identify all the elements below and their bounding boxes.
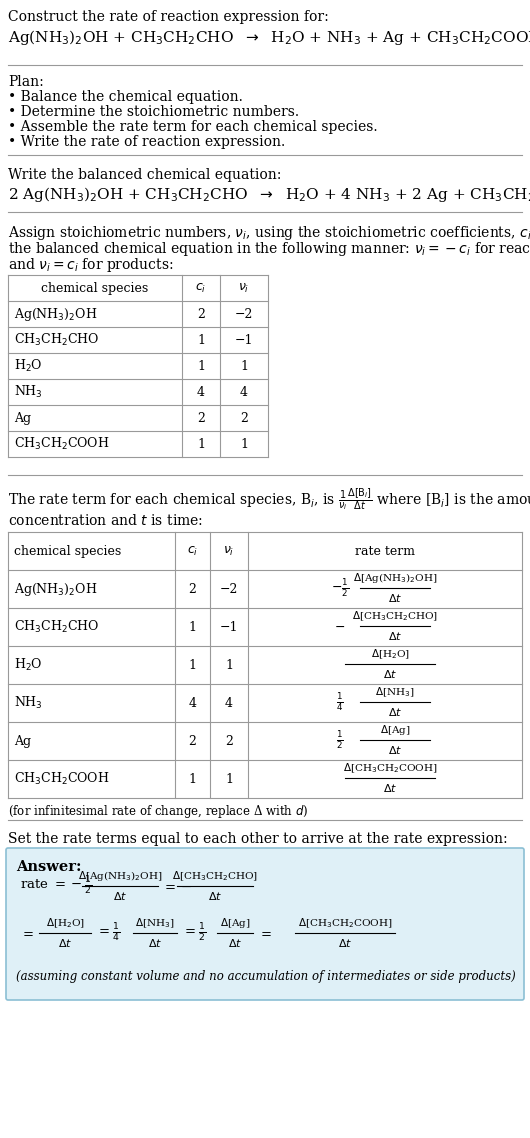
Text: $= -$: $= -$ [162, 880, 192, 892]
Text: $\Delta t$: $\Delta t$ [388, 592, 402, 604]
Text: Ag: Ag [14, 734, 31, 748]
Text: $\Delta t$: $\Delta t$ [388, 706, 402, 718]
Text: (for infinitesimal rate of change, replace Δ with $d$): (for infinitesimal rate of change, repla… [8, 803, 308, 820]
Text: • Write the rate of reaction expression.: • Write the rate of reaction expression. [8, 135, 285, 149]
Text: $\Delta$[NH$_3$]: $\Delta$[NH$_3$] [375, 685, 415, 699]
Text: concentration and $t$ is time:: concentration and $t$ is time: [8, 513, 203, 528]
Text: $\Delta$[Ag(NH$_3$)$_2$OH]: $\Delta$[Ag(NH$_3$)$_2$OH] [78, 869, 162, 883]
Text: and $\nu_i = c_i$ for products:: and $\nu_i = c_i$ for products: [8, 256, 173, 274]
Text: 1: 1 [240, 437, 248, 451]
Text: CH$_3$CH$_2$COOH: CH$_3$CH$_2$COOH [14, 770, 109, 787]
Text: 4: 4 [197, 386, 205, 398]
Text: NH$_3$: NH$_3$ [14, 384, 43, 401]
Text: 2: 2 [225, 734, 233, 748]
Text: Assign stoichiometric numbers, $\nu_i$, using the stoichiometric coefficients, $: Assign stoichiometric numbers, $\nu_i$, … [8, 224, 530, 242]
Text: rate term: rate term [355, 544, 415, 558]
Text: 1: 1 [189, 659, 197, 671]
Text: $-\frac{1}{2}$: $-\frac{1}{2}$ [331, 577, 349, 599]
Text: $\Delta t$: $\Delta t$ [383, 782, 397, 794]
Text: $c_i$: $c_i$ [196, 281, 207, 295]
Text: 2: 2 [189, 583, 197, 595]
Text: $= \frac{1}{4}$: $= \frac{1}{4}$ [96, 922, 120, 945]
Text: rate $= -\frac{1}{2}$: rate $= -\frac{1}{2}$ [20, 875, 92, 897]
FancyBboxPatch shape [6, 848, 524, 1000]
Text: $\Delta$[CH$_3$CH$_2$CHO]: $\Delta$[CH$_3$CH$_2$CHO] [172, 869, 258, 883]
Text: $c_i$: $c_i$ [187, 544, 198, 558]
Text: Construct the rate of reaction expression for:: Construct the rate of reaction expressio… [8, 10, 329, 24]
Text: 2: 2 [240, 412, 248, 424]
Text: 1: 1 [225, 773, 233, 785]
Text: $-$: $-$ [334, 619, 346, 633]
Text: $\Delta$[NH$_3$]: $\Delta$[NH$_3$] [135, 916, 175, 930]
Text: 2 Ag(NH$_3$)$_2$OH + CH$_3$CH$_2$CHO  $\rightarrow$  H$_2$O + 4 NH$_3$ + 2 Ag + : 2 Ag(NH$_3$)$_2$OH + CH$_3$CH$_2$CHO $\r… [8, 185, 530, 204]
Text: 4: 4 [225, 696, 233, 709]
Text: Answer:: Answer: [16, 860, 82, 874]
Text: 4: 4 [189, 696, 197, 709]
Text: $\frac{1}{2}$: $\frac{1}{2}$ [336, 729, 344, 751]
Text: NH$_3$: NH$_3$ [14, 695, 43, 711]
Text: Plan:: Plan: [8, 75, 44, 89]
Text: 1: 1 [240, 360, 248, 372]
Text: 1: 1 [197, 360, 205, 372]
Text: Ag(NH$_3$)$_2$OH: Ag(NH$_3$)$_2$OH [14, 305, 98, 322]
Text: −1: −1 [220, 620, 238, 634]
Text: $=$: $=$ [258, 926, 272, 940]
Text: • Determine the stoichiometric numbers.: • Determine the stoichiometric numbers. [8, 105, 299, 119]
Text: Ag: Ag [14, 412, 31, 424]
Text: $\Delta$[H$_2$O]: $\Delta$[H$_2$O] [370, 648, 410, 661]
Text: $\Delta t$: $\Delta t$ [113, 890, 127, 902]
Text: • Assemble the rate term for each chemical species.: • Assemble the rate term for each chemic… [8, 119, 377, 134]
Text: 1: 1 [189, 620, 197, 634]
Text: $\Delta t$: $\Delta t$ [388, 630, 402, 642]
Text: CH$_3$CH$_2$CHO: CH$_3$CH$_2$CHO [14, 619, 99, 635]
Text: chemical species: chemical species [41, 281, 148, 295]
Text: $\Delta$[H$_2$O]: $\Delta$[H$_2$O] [46, 916, 84, 930]
Text: 4: 4 [240, 386, 248, 398]
Text: $\Delta t$: $\Delta t$ [228, 937, 242, 949]
Text: Set the rate terms equal to each other to arrive at the rate expression:: Set the rate terms equal to each other t… [8, 832, 508, 846]
Text: $\Delta$[Ag]: $\Delta$[Ag] [379, 723, 410, 737]
Text: $\nu_i$: $\nu_i$ [238, 281, 250, 295]
Text: CH$_3$CH$_2$CHO: CH$_3$CH$_2$CHO [14, 332, 99, 348]
Text: $\Delta t$: $\Delta t$ [58, 937, 72, 949]
Text: $= \frac{1}{2}$: $= \frac{1}{2}$ [182, 922, 206, 945]
Text: The rate term for each chemical species, B$_i$, is $\frac{1}{\nu_i}\frac{\Delta[: The rate term for each chemical species,… [8, 487, 530, 513]
Text: 1: 1 [197, 437, 205, 451]
Text: $\Delta t$: $\Delta t$ [338, 937, 352, 949]
Text: Ag(NH$_3$)$_2$OH: Ag(NH$_3$)$_2$OH [14, 580, 98, 597]
Text: $\Delta t$: $\Delta t$ [148, 937, 162, 949]
Text: −2: −2 [220, 583, 238, 595]
Text: $\Delta$[Ag(NH$_3$)$_2$OH]: $\Delta$[Ag(NH$_3$)$_2$OH] [353, 571, 437, 585]
Text: • Balance the chemical equation.: • Balance the chemical equation. [8, 90, 243, 104]
Text: Write the balanced chemical equation:: Write the balanced chemical equation: [8, 168, 281, 182]
Text: CH$_3$CH$_2$COOH: CH$_3$CH$_2$COOH [14, 436, 109, 452]
Text: $\frac{1}{4}$: $\frac{1}{4}$ [336, 691, 344, 712]
Text: $\Delta t$: $\Delta t$ [388, 744, 402, 756]
Text: 1: 1 [189, 773, 197, 785]
Text: $\Delta$[CH$_3$CH$_2$COOH]: $\Delta$[CH$_3$CH$_2$COOH] [343, 761, 437, 775]
Text: $\Delta t$: $\Delta t$ [208, 890, 222, 902]
Text: 1: 1 [225, 659, 233, 671]
Text: $\Delta t$: $\Delta t$ [383, 668, 397, 681]
Text: $\Delta$[CH$_3$CH$_2$COOH]: $\Delta$[CH$_3$CH$_2$COOH] [298, 916, 392, 930]
Text: Ag(NH$_3$)$_2$OH + CH$_3$CH$_2$CHO  $\rightarrow$  H$_2$O + NH$_3$ + Ag + CH$_3$: Ag(NH$_3$)$_2$OH + CH$_3$CH$_2$CHO $\rig… [8, 28, 530, 47]
Text: 1: 1 [197, 333, 205, 346]
Text: H$_2$O: H$_2$O [14, 657, 42, 673]
Text: −1: −1 [235, 333, 253, 346]
Text: 2: 2 [197, 307, 205, 321]
Text: $=$: $=$ [20, 926, 34, 940]
Text: H$_2$O: H$_2$O [14, 358, 42, 374]
Text: (assuming constant volume and no accumulation of intermediates or side products): (assuming constant volume and no accumul… [16, 970, 516, 983]
Text: $\Delta$[Ag]: $\Delta$[Ag] [220, 916, 250, 930]
Text: −2: −2 [235, 307, 253, 321]
Text: 2: 2 [197, 412, 205, 424]
Text: $\nu_i$: $\nu_i$ [223, 544, 235, 558]
Text: $\Delta$[CH$_3$CH$_2$CHO]: $\Delta$[CH$_3$CH$_2$CHO] [352, 609, 438, 622]
Text: the balanced chemical equation in the following manner: $\nu_i = -c_i$ for react: the balanced chemical equation in the fo… [8, 240, 530, 258]
Text: chemical species: chemical species [14, 544, 121, 558]
Text: 2: 2 [189, 734, 197, 748]
